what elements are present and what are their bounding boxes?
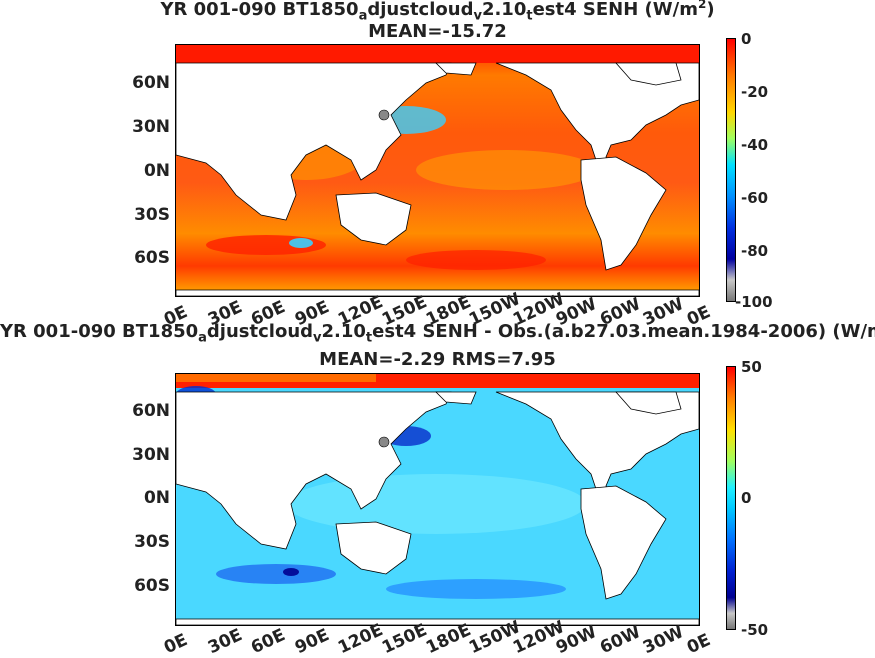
panel1-ytick-0n: 0N	[143, 161, 170, 181]
panel2-subtitle: MEAN=-2.29 RMS=7.95	[319, 349, 556, 370]
panel1-map-svg	[176, 45, 699, 296]
panel2-xtick-1: 30E	[204, 625, 246, 658]
panel1-cbar-tick-20: -20	[741, 83, 769, 101]
panel1-subtitle: MEAN=-15.72	[368, 21, 507, 42]
panel1-map	[175, 44, 700, 297]
panel2-cbar-tick-0: 0	[741, 489, 752, 507]
panel1-ytick-30s: 30S	[134, 205, 170, 225]
panel2-xtick-10: 60W	[596, 622, 644, 658]
panel1-title: YR 001-090 BT1850adjustcloudv2.10test4 S…	[160, 0, 715, 24]
panel1-colorbar	[726, 38, 736, 302]
panel2-ytick-60s: 60S	[134, 576, 170, 596]
panel2-xtick-11: 30W	[640, 622, 688, 658]
panel1-cbar-tick-100: -100	[735, 293, 773, 311]
panel1-cbar-tick-40: -40	[741, 136, 769, 154]
panel2-cbar-tick-50: 50	[741, 358, 762, 376]
panel1-ytick-60s: 60S	[134, 248, 170, 268]
panel2-xtick-3: 90E	[291, 625, 333, 658]
panel2-ytick-30n: 30N	[132, 445, 170, 465]
panel2-xtick-12: 0E	[684, 630, 714, 658]
panel2-ytick-30s: 30S	[134, 532, 170, 552]
panel2-cbar-tick-minus50: -50	[741, 621, 769, 639]
panel2-map	[175, 373, 700, 626]
panel2-title: YR 001-090 BT1850adjustcloudv2.10test4 S…	[0, 321, 875, 346]
panel2-colorbar	[726, 366, 736, 630]
panel1-ytick-30n: 30N	[132, 117, 170, 137]
panel2-ytick-60n: 60N	[132, 401, 170, 421]
panel1-cbar-tick-80: -80	[741, 242, 769, 260]
panel1-cbar-tick-0: 0	[741, 30, 752, 48]
panel1-ytick-60n: 60N	[132, 73, 170, 93]
panel2-xtick-0: 0E	[161, 630, 191, 658]
panel1-cbar-tick-60: -60	[741, 189, 769, 207]
panel2-ytick-0n: 0N	[143, 488, 170, 508]
panel2-map-svg	[176, 374, 699, 625]
panel2-xtick-2: 60E	[248, 625, 289, 658]
